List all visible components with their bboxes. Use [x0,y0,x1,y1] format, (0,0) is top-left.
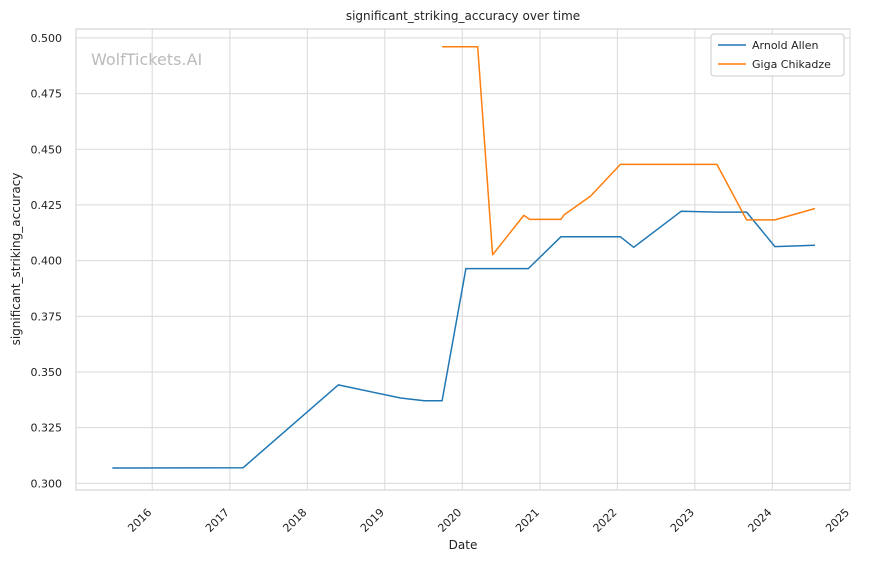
x-tick-label: 2024 [745,506,774,535]
y-tick-label: 0.375 [31,310,63,323]
x-tick-label: 2025 [823,506,852,535]
y-tick-label: 0.425 [31,199,63,212]
x-tick-label: 2017 [203,506,232,535]
y-tick-label: 0.500 [31,32,63,45]
x-tick-label: 2022 [591,506,620,535]
y-axis-label: significant_striking_accuracy [9,173,23,346]
x-tick-label: 2019 [358,506,387,535]
series-lines [112,46,816,469]
y-tick-label: 0.325 [31,422,63,435]
x-tick-label: 2021 [513,506,542,535]
y-tick-label: 0.400 [31,255,63,268]
legend-label-giga-chikadze: Giga Chikadze [752,58,831,71]
x-tick-label: 2020 [435,506,464,535]
series-line-arnold-allen [112,210,816,469]
grid [76,29,851,490]
x-tick-label: 2023 [668,506,697,535]
series-line-giga-chikadze [442,46,816,256]
y-tick-label: 0.475 [31,88,63,101]
plot-area [75,28,851,491]
y-tick-label: 0.300 [31,477,63,490]
legend: Arnold Allen Giga Chikadze [710,33,845,77]
watermark: WolfTickets.AI [91,50,202,69]
x-axis-label: Date [449,538,478,552]
x-tick-label: 2016 [125,506,154,535]
legend-label-arnold-allen: Arnold Allen [752,39,818,52]
x-tick-label: 2018 [280,506,309,535]
y-tick-label: 0.350 [31,366,63,379]
y-tick-label: 0.450 [31,143,63,156]
chart-title: significant_striking_accuracy over time [346,9,580,23]
